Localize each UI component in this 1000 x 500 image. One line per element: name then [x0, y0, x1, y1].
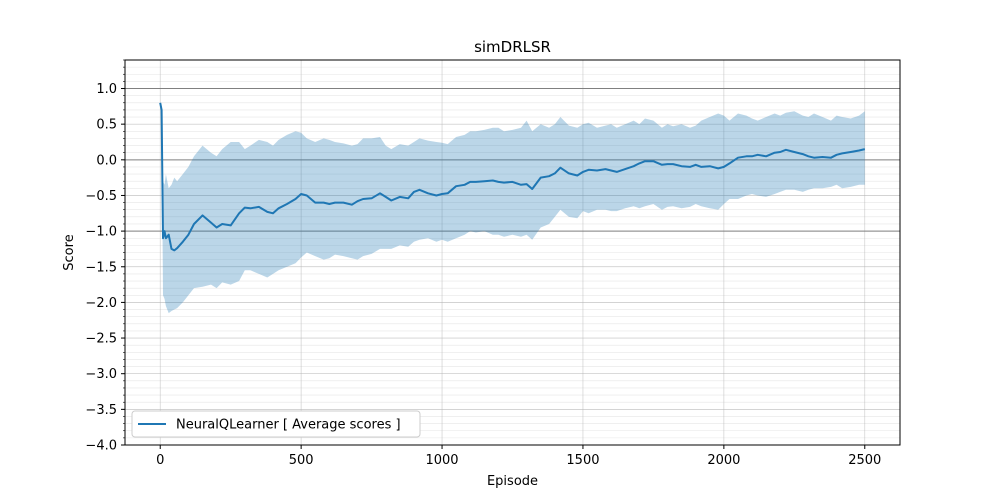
x-axis-ticks: 0 500 1000 1500 2000 2500 — [156, 445, 881, 468]
y-tick-label: −3.0 — [85, 367, 117, 382]
y-tick-label: −1.5 — [85, 260, 117, 275]
y-tick-label: 1.0 — [96, 82, 117, 97]
average-score-line — [159, 102, 866, 252]
score-band — [160, 102, 865, 314]
y-tick-label: 0.0 — [96, 153, 117, 168]
y-axis-title: Score — [62, 234, 77, 270]
y-tick-label: −3.5 — [85, 403, 117, 418]
x-tick-label: 1500 — [566, 453, 599, 468]
plot-area — [124, 59, 901, 446]
x-tick-label: 2000 — [707, 453, 740, 468]
y-tick-label: 0.5 — [96, 118, 117, 133]
legend: NeuralQLearner [ Average scores ] — [131, 410, 421, 438]
reference-lines — [125, 88, 900, 232]
chart-title: simDRLSR — [474, 38, 551, 56]
y-tick-label: −0.5 — [85, 189, 117, 204]
x-tick-label: 500 — [289, 453, 314, 468]
y-tick-label: −2.5 — [85, 332, 117, 347]
x-tick-label: 1000 — [425, 453, 458, 468]
y-tick-label: −4.0 — [85, 439, 117, 454]
legend-label: NeuralQLearner [ Average scores ] — [176, 418, 401, 433]
y-tick-label: −2.0 — [85, 296, 117, 311]
x-tick-label: 2500 — [848, 453, 881, 468]
y-tick-label: −1.0 — [85, 225, 117, 240]
y-axis-ticks: −4.0 −3.5 −3.0 −2.5 −2.0 −1.5 −1.0 −0.5 0.0 0.5 1.… — [85, 59, 125, 454]
legend-box — [131, 410, 421, 438]
x-axis-title: Episode — [487, 474, 538, 489]
x-tick-label: 0 — [156, 453, 164, 468]
